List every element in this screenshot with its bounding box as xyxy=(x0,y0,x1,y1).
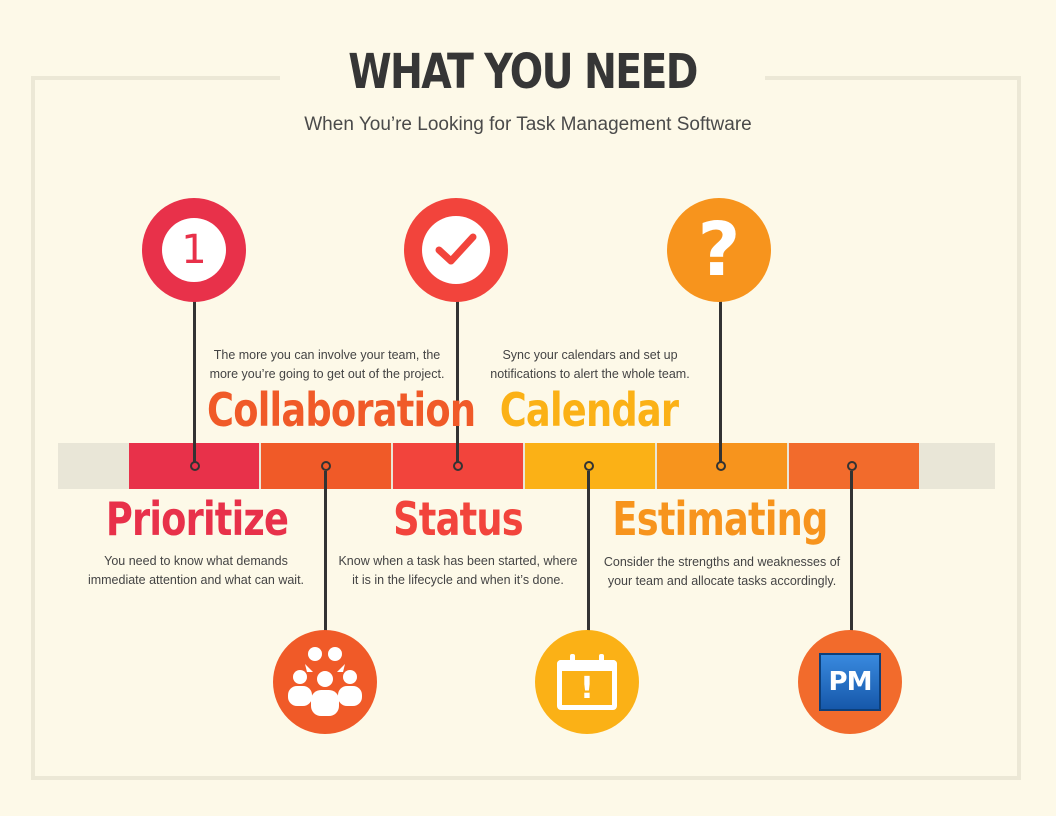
description-line: The more you can involve your team, the xyxy=(213,348,441,362)
calendar-alert-icon: ! xyxy=(557,654,617,710)
label-estimating: Estimating xyxy=(612,492,828,546)
pm-logo-text: PM xyxy=(828,667,873,697)
description-calendar: Sync your calendars and set up notificat… xyxy=(440,346,740,384)
connector-line xyxy=(324,471,327,633)
number-one-text: 1 xyxy=(181,227,207,273)
timeline-marker xyxy=(190,461,200,471)
page-title: WHAT YOU NEED xyxy=(348,44,698,100)
connector-line xyxy=(193,300,196,462)
collaboration-badge xyxy=(273,630,377,734)
estimating-badge: ? xyxy=(667,198,771,302)
description-line: immediate attention and what can wait. xyxy=(87,573,305,587)
pm-badge: PM xyxy=(798,630,902,734)
timeline-marker xyxy=(847,461,857,471)
connector-line xyxy=(456,300,459,462)
calendar-badge: ! xyxy=(535,630,639,734)
connector-line xyxy=(719,300,722,462)
title-backdrop xyxy=(280,60,765,100)
description-line: your team and allocate tasks accordingly… xyxy=(607,574,837,588)
pm-logo-icon: PM xyxy=(819,653,881,711)
description-line: Know when a task has been started, where xyxy=(338,554,578,568)
description-line: notifications to alert the whole team. xyxy=(490,367,690,381)
page-subtitle: When You’re Looking for Task Management … xyxy=(304,114,752,135)
status-badge xyxy=(404,198,508,302)
connector-line xyxy=(850,471,853,633)
description-collaboration: The more you can involve your team, the … xyxy=(177,346,477,384)
question-mark-icon: ? xyxy=(697,207,741,293)
timeline-marker xyxy=(453,461,463,471)
label-calendar: Calendar xyxy=(499,383,679,437)
prioritize-badge: 1 xyxy=(142,198,246,302)
number-one-icon: 1 xyxy=(162,218,226,282)
description-line: more you’re going to get out of the proj… xyxy=(209,367,445,381)
label-status: Status xyxy=(393,492,524,546)
timeline-marker xyxy=(584,461,594,471)
description-line: Sync your calendars and set up xyxy=(502,348,678,362)
description-estimating: Consider the strengths and weaknesses of… xyxy=(572,553,872,591)
description-line: Consider the strengths and weaknesses of xyxy=(603,555,841,569)
description-line: You need to know what demands xyxy=(104,554,288,568)
label-prioritize: Prioritize xyxy=(105,492,289,546)
timeline-marker xyxy=(716,461,726,471)
description-line: it is in the lifecycle and when it’s don… xyxy=(352,573,564,587)
connector-line xyxy=(587,471,590,633)
team-people-icon xyxy=(288,647,362,716)
checkmark-icon xyxy=(422,216,490,284)
calendar-alert-text: ! xyxy=(580,671,594,706)
description-status: Know when a task has been started, where… xyxy=(308,552,608,590)
label-collaboration: Collaboration xyxy=(207,383,476,437)
timeline-marker xyxy=(321,461,331,471)
description-prioritize: You need to know what demands immediate … xyxy=(46,552,346,590)
